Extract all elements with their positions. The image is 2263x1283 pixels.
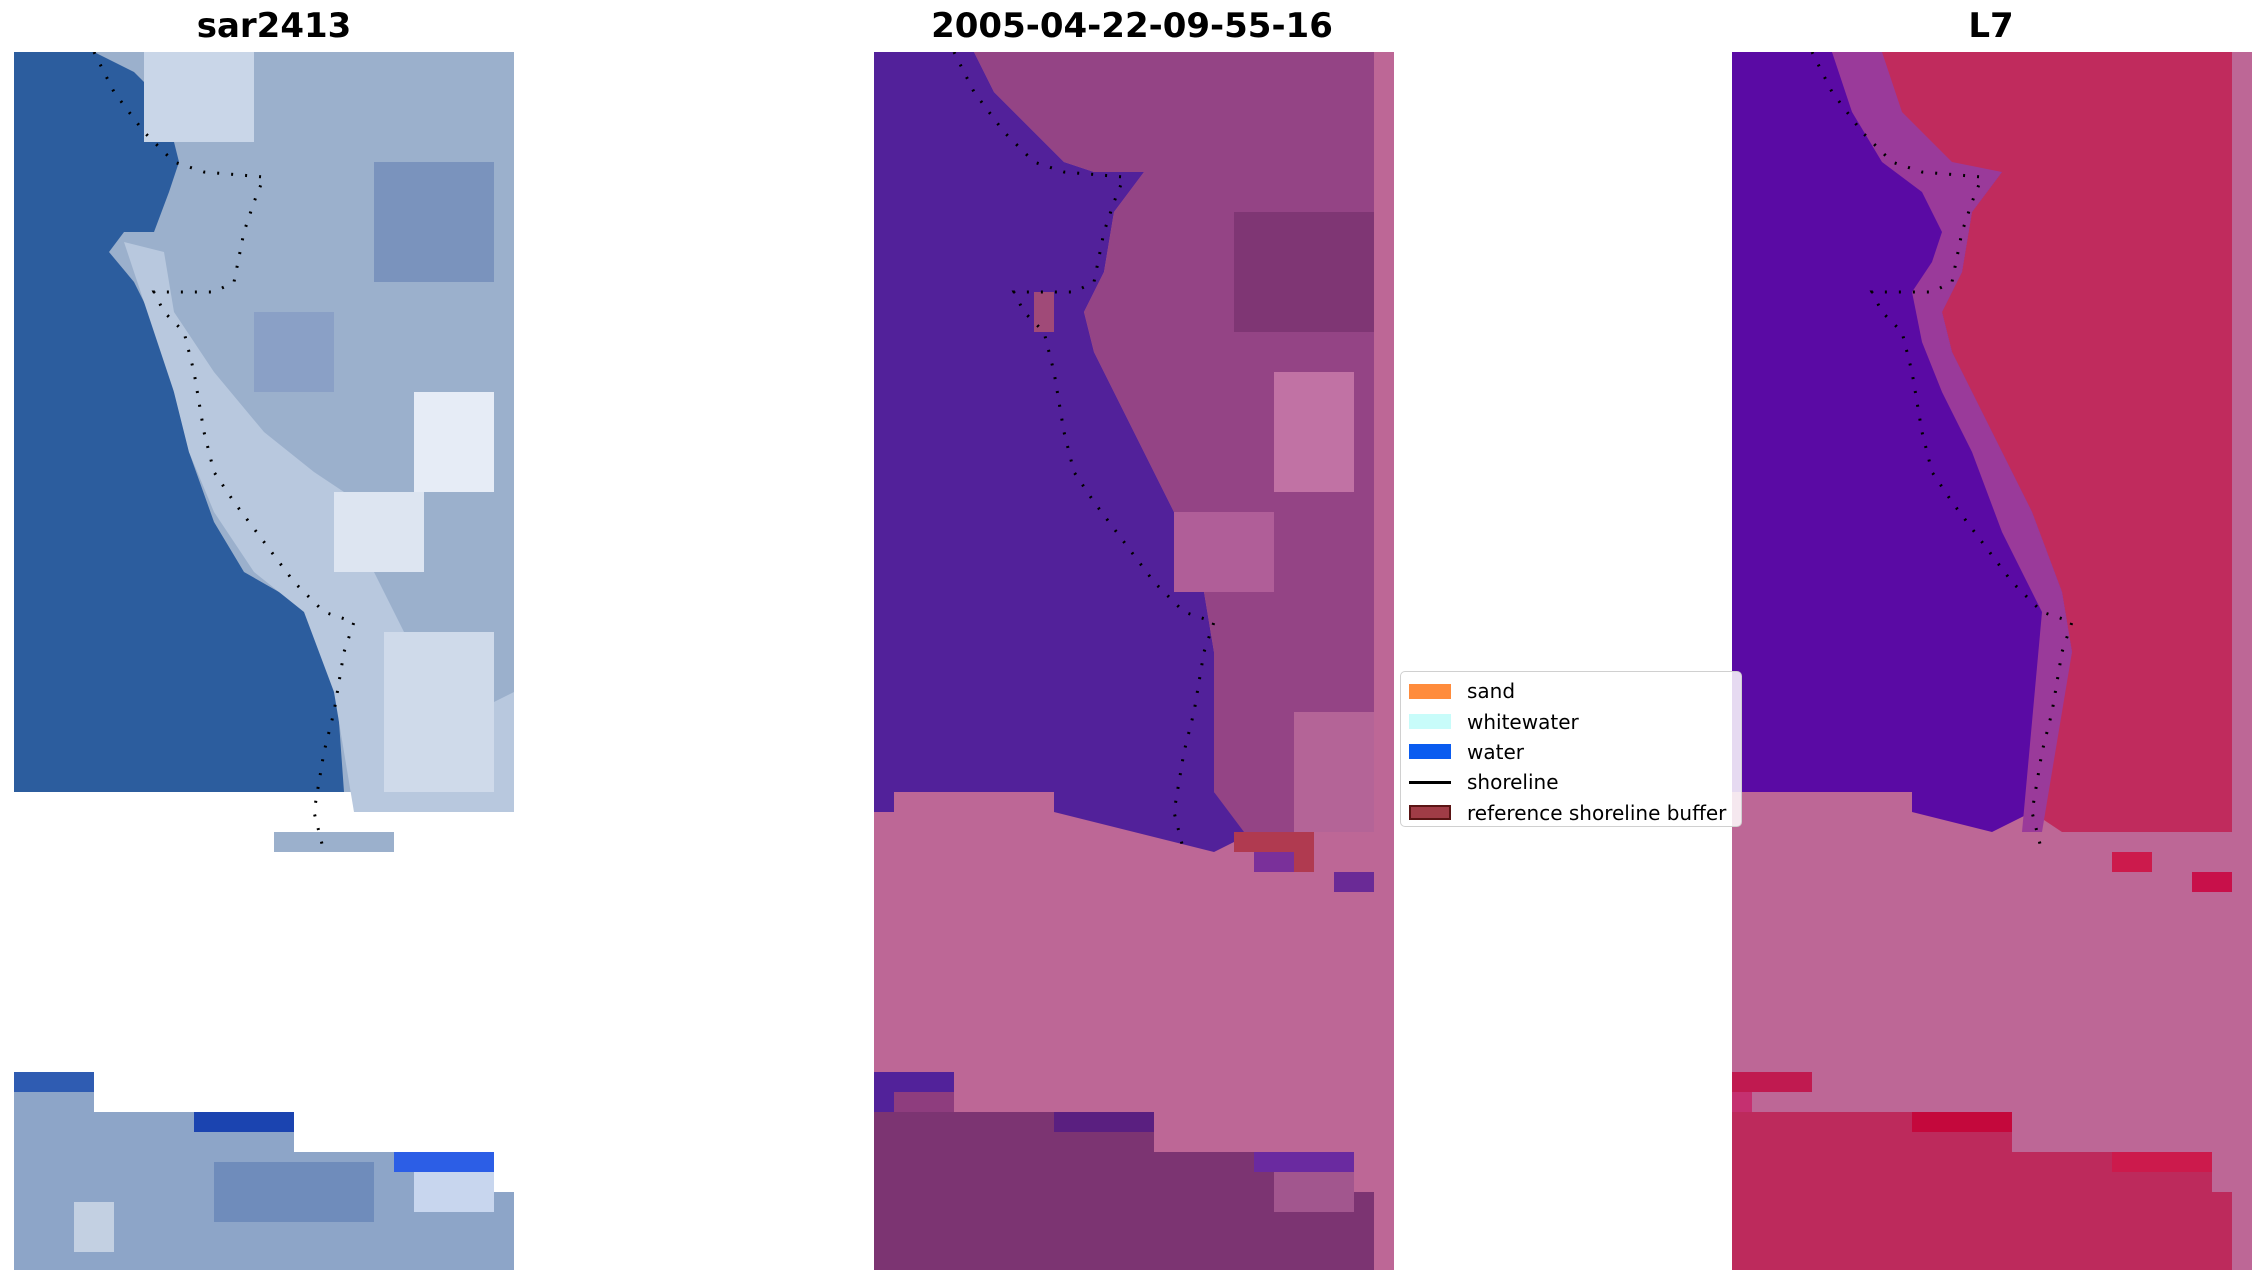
shoreline-line-swatch [1409, 780, 1451, 784]
class-lower-water [874, 1092, 894, 1112]
class-land-patch [1274, 372, 1354, 492]
class-water-pixel [1254, 852, 1294, 872]
rgb-nodata-gap [394, 872, 474, 892]
index-transition-band [1832, 52, 2072, 832]
class-reference-buffer [1234, 832, 1314, 852]
class-lower-water [1054, 1112, 1154, 1132]
rgb-bright-spot [384, 632, 494, 792]
rgb-bright-spot [334, 492, 424, 572]
legend-item-shoreline: shoreline [1409, 767, 1741, 797]
rgb-bright-spot [414, 392, 494, 492]
rgb-image [14, 52, 514, 1270]
class-lower-patch [1274, 1172, 1354, 1212]
class-land-patch [1174, 512, 1274, 592]
class-land-patch [1234, 212, 1374, 332]
rgb-image-panel [14, 52, 514, 1270]
rgb-lower-dark [214, 1162, 374, 1222]
index-lower-nodata [2212, 1152, 2232, 1192]
classification-image [874, 52, 1394, 1270]
rgb-lower-nodata [494, 1152, 514, 1192]
class-reference-buffer [1294, 852, 1314, 872]
legend-item-water: water [1409, 737, 1741, 767]
index-right-edge [2232, 52, 2252, 1270]
index-land-area [1832, 52, 2232, 832]
rgb-lower-water [14, 1072, 94, 1092]
classification-panel [874, 52, 1394, 1270]
class-small-patch [1034, 292, 1054, 332]
class-right-edge [1374, 52, 1394, 1270]
index-water-pixel [2192, 872, 2232, 892]
rgb-nodata-notch [14, 792, 274, 852]
class-lower-water [1254, 1152, 1354, 1172]
legend: sand whitewater water shoreline referenc… [1400, 671, 1742, 827]
index-image [1732, 52, 2252, 1270]
index-lower-pixel [1732, 1072, 1812, 1092]
rgb-lower-bright [74, 1202, 114, 1252]
legend-label-shoreline: shoreline [1467, 770, 1559, 795]
rgb-lower-water [194, 1112, 294, 1132]
legend-label-sand: sand [1467, 679, 1516, 704]
legend-item-whitewater: whitewater [1409, 706, 1741, 736]
index-water-pixel [2112, 852, 2152, 872]
water-swatch [1409, 744, 1451, 760]
class-lower-patch [894, 1092, 954, 1112]
legend-label-reference-buffer: reference shoreline buffer [1467, 800, 1727, 825]
panel-title-index: L7 [1968, 6, 2014, 46]
rgb-lower-nodata [94, 1072, 514, 1112]
panel-title-rgb: sar2413 [196, 6, 352, 46]
whitewater-swatch [1409, 714, 1451, 730]
rgb-bright-spot [144, 52, 254, 142]
legend-item-sand: sand [1409, 676, 1741, 706]
class-lower-nodata [1154, 1112, 1374, 1152]
legend-label-whitewater: whitewater [1467, 709, 1579, 734]
rgb-dark-patch [374, 162, 494, 282]
class-lower-nodata [1354, 1152, 1374, 1192]
sand-swatch [1409, 683, 1451, 699]
legend-label-water: water [1467, 739, 1524, 764]
index-water-area [1732, 52, 2072, 832]
rgb-lower-nodata [294, 1112, 514, 1152]
rgb-nodata-gap [274, 832, 394, 852]
panel-title-classification: 2005-04-22-09-55-16 [931, 6, 1333, 46]
rgb-dark-patch [254, 312, 334, 392]
index-lower-pixel [2112, 1152, 2212, 1172]
class-land-patch [1294, 712, 1374, 832]
class-lower-water [874, 1072, 954, 1092]
rgb-lower-water [394, 1152, 494, 1172]
class-water-area [874, 52, 1254, 852]
legend-item-reference-buffer: reference shoreline buffer [1409, 798, 1741, 828]
rgb-lower-bright [414, 1172, 494, 1212]
index-lower-pixel [1732, 1092, 1752, 1112]
index-panel [1732, 52, 2252, 1270]
class-water-pixel [1334, 872, 1374, 892]
index-lower-pixel [1912, 1112, 2012, 1132]
reference-buffer-swatch [1409, 805, 1451, 821]
index-lower-nodata [2012, 1112, 2232, 1152]
